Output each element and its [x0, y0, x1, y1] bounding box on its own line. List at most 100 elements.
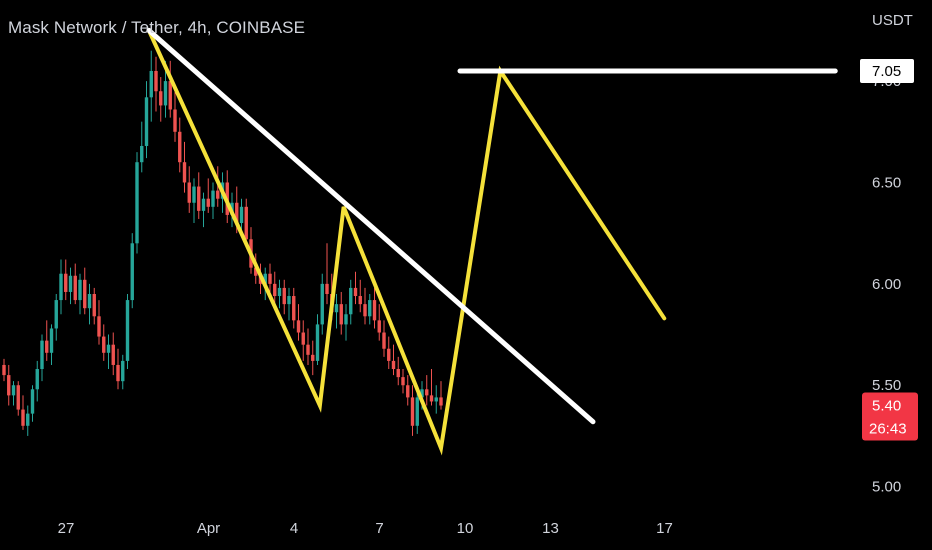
candle-body: [121, 360, 125, 382]
candle-body: [434, 397, 438, 402]
candle-body: [97, 316, 101, 337]
candle-body: [368, 300, 372, 317]
candle-body: [49, 328, 54, 353]
candle-body: [40, 340, 44, 370]
candle-body: [2, 364, 6, 376]
candle-body: [11, 385, 16, 396]
candle-body: [334, 304, 339, 313]
candle-body: [387, 348, 391, 361]
candle-body: [159, 91, 163, 106]
candle-body: [130, 243, 134, 301]
zigzag-pattern-line[interactable]: [146, 28, 667, 456]
candle-body: [125, 300, 130, 361]
candle-body: [268, 273, 272, 284]
candle-body: [154, 70, 158, 92]
candle-body: [353, 287, 358, 297]
candle-body: [363, 304, 367, 317]
candle-body: [415, 397, 419, 426]
candle-body: [45, 340, 49, 353]
candle-body: [216, 190, 220, 199]
price-tick-label: 6.50: [872, 174, 901, 191]
candle-body: [7, 375, 11, 396]
candle-body: [277, 287, 282, 297]
candle-body: [73, 275, 77, 301]
candle-body: [30, 389, 35, 414]
chart-title: Mask Network / Tether, 4h, COINBASE: [8, 18, 306, 37]
candle-body: [254, 267, 258, 276]
last-price-badge: [862, 392, 918, 441]
candle-body: [144, 97, 149, 146]
candle-body: [273, 283, 277, 297]
candle-body: [377, 320, 381, 333]
candle-body: [182, 162, 187, 183]
candle-body: [116, 364, 120, 382]
candle-body: [168, 81, 172, 110]
time-tick-label: 4: [290, 520, 298, 537]
price-tick-label: 5.00: [872, 479, 901, 496]
candle-body: [306, 344, 310, 355]
time-tick-label: Apr: [197, 520, 220, 537]
time-tick-label: 27: [58, 520, 75, 537]
candle-body: [325, 283, 329, 294]
currency-label: USDT: [872, 12, 913, 29]
candle-body: [410, 397, 415, 426]
time-tick-label: 13: [542, 520, 559, 537]
candle-body: [78, 279, 82, 301]
candle-body: [287, 296, 291, 305]
candle-body: [420, 389, 424, 398]
target-price-label: 7.05: [872, 63, 901, 80]
candlestick-series: [2, 50, 443, 436]
candle-body: [301, 332, 305, 345]
candle-body: [192, 186, 196, 203]
candle-body: [83, 279, 87, 309]
candle-body: [239, 206, 244, 224]
candle-body: [263, 273, 267, 284]
time-tick-label: 17: [656, 520, 673, 537]
candle-body: [16, 385, 20, 410]
candle-body: [235, 202, 239, 224]
candle-body: [35, 369, 39, 390]
candle-body: [425, 389, 429, 396]
candle-body: [64, 273, 68, 292]
candle-body: [92, 293, 96, 317]
candle-body: [206, 198, 210, 207]
last-price-label: 5.40: [872, 398, 901, 415]
candle-body: [244, 206, 248, 240]
candle-body: [111, 344, 115, 365]
candle-body: [21, 409, 25, 426]
candle-body: [396, 369, 400, 378]
candle-body: [282, 287, 286, 305]
candle-body: [26, 413, 30, 426]
candle-body: [349, 287, 353, 315]
candle-body: [201, 198, 206, 211]
candle-body: [163, 81, 168, 106]
candle-body: [344, 314, 348, 325]
candle-body: [59, 273, 63, 301]
candle-body: [68, 275, 73, 292]
candle-body: [178, 131, 182, 163]
candle-body: [87, 293, 92, 309]
candle-body: [187, 182, 191, 203]
candle-body: [406, 385, 410, 398]
candle-body: [149, 70, 153, 98]
descending-trendline[interactable]: [146, 27, 596, 425]
candle-body: [311, 354, 315, 361]
candle-body: [140, 145, 144, 163]
candle-body: [382, 332, 386, 349]
candle-body: [292, 296, 296, 321]
candle-body: [391, 360, 396, 370]
drawings-layer[interactable]: [146, 27, 838, 456]
candle-body: [372, 300, 377, 321]
time-axis[interactable]: 27 Apr 4 7 10 13 17: [58, 520, 673, 537]
candle-body: [102, 336, 106, 353]
candle-body: [173, 109, 177, 132]
bar-countdown-label: 26:43: [869, 421, 907, 438]
candle-body: [429, 395, 434, 402]
candle-body: [339, 304, 343, 325]
price-tick-label: 6.00: [872, 276, 901, 293]
candle-body: [135, 162, 139, 244]
candle-body: [296, 320, 301, 333]
